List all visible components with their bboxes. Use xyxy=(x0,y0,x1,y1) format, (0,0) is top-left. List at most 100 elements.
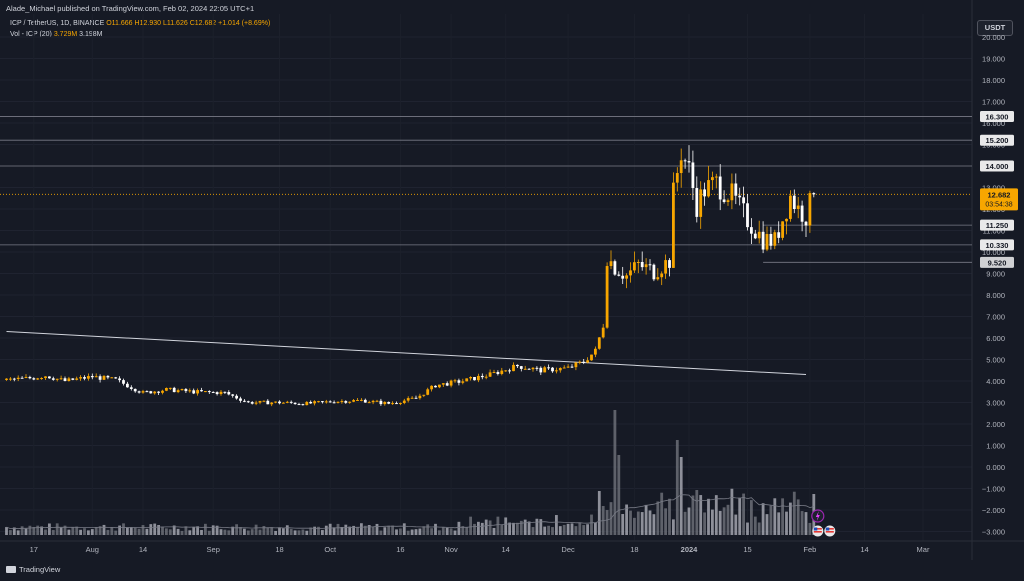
candle-body xyxy=(51,378,55,380)
volume-bar xyxy=(574,526,578,535)
candle-body xyxy=(356,399,359,401)
footer-brand[interactable]: TradingView xyxy=(6,565,60,574)
volume-bar xyxy=(594,522,597,535)
volume-bar xyxy=(761,503,765,535)
level-badge xyxy=(980,219,1014,231)
time-tick-label: 2024 xyxy=(681,545,699,554)
volume-bar xyxy=(605,510,609,535)
volume-bar xyxy=(200,529,203,535)
candle-body xyxy=(196,390,199,394)
currency-button[interactable]: USDT xyxy=(977,20,1013,36)
candle-body xyxy=(149,391,153,394)
candle-body xyxy=(375,400,379,402)
candle-body xyxy=(594,348,597,355)
event-icons[interactable] xyxy=(811,509,836,537)
candle-body xyxy=(285,401,289,403)
candle-body xyxy=(176,390,180,393)
candle-body xyxy=(387,401,391,404)
candle-body xyxy=(422,394,426,396)
volume-bar xyxy=(9,530,12,535)
ohlc-change: +1.014 (+8.69%) xyxy=(218,20,271,27)
candle-body xyxy=(297,404,301,406)
volume-bar xyxy=(531,527,535,535)
volume-bar xyxy=(192,527,196,535)
volume-bar xyxy=(535,518,539,535)
candle-body xyxy=(12,378,16,380)
volume-bar xyxy=(660,492,664,535)
volume-bar xyxy=(176,528,180,535)
candle-body xyxy=(586,360,589,363)
candle-body xyxy=(32,378,36,380)
symbol-legend[interactable]: ICP / TetherUS, 1D, BINANCE O11.666 H12.… xyxy=(10,20,270,27)
candle-body xyxy=(133,388,137,392)
time-axis[interactable]: 17 Aug 14 Sep 18 Oct 16 Nov 14 Dec 18 2024 15 Feb 14 Ma… xyxy=(30,545,930,554)
candle-body xyxy=(465,378,469,382)
volume-bar xyxy=(516,522,519,535)
candle-body xyxy=(207,391,211,393)
volume-bar xyxy=(321,530,324,535)
candle-body xyxy=(126,383,129,388)
volume-bar xyxy=(184,526,188,535)
horizontal-levels xyxy=(0,116,972,263)
volume-bar xyxy=(254,524,258,535)
volume-bar xyxy=(391,525,394,535)
volume-bar xyxy=(672,519,675,535)
time-tick-label: Feb xyxy=(803,545,816,554)
candle-body xyxy=(453,380,457,382)
volume-bar xyxy=(449,528,453,535)
level-badge xyxy=(980,134,1014,146)
candle-body xyxy=(313,401,316,404)
volume-bar xyxy=(24,528,28,535)
candle-body xyxy=(414,397,418,399)
candle-body xyxy=(360,399,363,401)
time-tick-label: Nov xyxy=(444,545,458,554)
volume-bar xyxy=(204,523,207,535)
candle-body xyxy=(110,377,114,379)
candle-body xyxy=(289,401,293,403)
candle-body xyxy=(434,385,437,388)
price-tick-label: 10.000 xyxy=(982,248,1005,257)
candle-body xyxy=(734,183,738,196)
volume-bar xyxy=(613,410,617,535)
volume-legend[interactable]: Vol - ICP (20) 3.729M 3.198M xyxy=(10,31,103,38)
volume-bar xyxy=(543,526,547,535)
volume-bar xyxy=(360,523,363,535)
candle-body xyxy=(574,362,578,368)
volume-bar xyxy=(582,525,586,535)
price-tick-label: 3.000 xyxy=(986,399,1005,408)
candle-body xyxy=(777,232,781,238)
candle-body xyxy=(67,378,71,381)
volume-bar xyxy=(328,523,332,535)
time-tick-label: 14 xyxy=(502,545,510,554)
candle-body xyxy=(192,390,196,394)
price-axis[interactable]: 20.00019.00018.00017.00016.00015.00014.0… xyxy=(980,33,1018,537)
candle-body xyxy=(321,401,324,403)
volume-bar xyxy=(305,530,309,535)
candle-body xyxy=(617,274,621,276)
volume-bar xyxy=(714,495,718,535)
volume-bar xyxy=(235,524,238,535)
candle-body xyxy=(640,261,644,268)
volume-bar xyxy=(800,511,804,535)
candle-body xyxy=(445,383,449,386)
volume-bar xyxy=(145,528,149,535)
candle-body xyxy=(379,400,383,405)
candle-body xyxy=(785,218,788,222)
price-tick-label: 17.000 xyxy=(982,98,1005,107)
candle-body xyxy=(672,182,675,268)
candle-body xyxy=(98,376,102,380)
volume-bar xyxy=(94,527,98,535)
candle-body xyxy=(243,400,246,402)
candle-body xyxy=(695,188,699,217)
candle-body xyxy=(153,391,157,394)
candles xyxy=(5,145,816,407)
candle-body xyxy=(55,378,59,380)
volume-bar xyxy=(753,516,757,535)
volume-bar xyxy=(730,488,734,535)
volume-bar xyxy=(488,520,492,535)
candle-body xyxy=(656,277,660,280)
volume-bar xyxy=(258,529,262,535)
candle-body xyxy=(742,197,745,204)
